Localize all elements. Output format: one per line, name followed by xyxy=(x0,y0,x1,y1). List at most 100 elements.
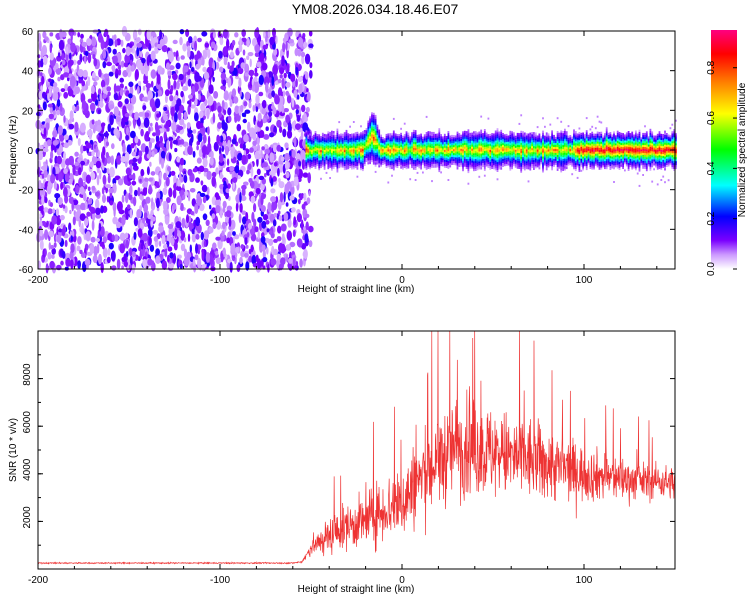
spectrogram-cell xyxy=(86,263,89,270)
spectrogram-cell xyxy=(332,131,335,134)
spectrogram-cell xyxy=(226,158,230,166)
spectrogram-cell xyxy=(480,131,483,134)
spectrogram-cell xyxy=(341,137,344,140)
spectrogram-cell xyxy=(120,156,127,163)
spectrogram-cell xyxy=(382,148,384,152)
spectrogram-cell xyxy=(39,228,43,237)
spectrogram-cell xyxy=(429,155,432,158)
spectrogram-cell xyxy=(432,149,435,152)
spectrogram-cell xyxy=(422,150,424,153)
spectrogram-cell xyxy=(318,146,321,149)
spectrogram-cell xyxy=(382,141,384,144)
spectrogram-cell xyxy=(376,146,379,149)
spectrogram-cell xyxy=(137,59,143,71)
spectrogram-cell xyxy=(159,172,162,180)
spectrogram-cell xyxy=(473,157,475,160)
spectrogram-cell xyxy=(392,134,395,137)
spectrogram-cell xyxy=(527,143,530,146)
spectrogram-cell xyxy=(487,159,490,163)
spectrogram-cell xyxy=(398,153,401,157)
spectrogram-cell xyxy=(534,156,537,159)
spectrogram-cell xyxy=(318,154,321,157)
spectrogram-cell xyxy=(447,148,450,152)
spectrogram-cell xyxy=(331,138,333,141)
spectrogram-cell xyxy=(396,136,399,139)
spectrogram-cell xyxy=(191,85,196,96)
spectrogram-cell xyxy=(138,150,142,157)
spectrogram-cell xyxy=(534,152,537,155)
spectrogram-cell xyxy=(146,29,152,41)
spectrogram-cell xyxy=(159,142,165,148)
spectrogram-cell xyxy=(365,134,368,137)
spectrogram-cell xyxy=(72,199,79,206)
spectrogram-cell xyxy=(161,157,164,169)
spectrogram-cell xyxy=(157,65,163,75)
spectrogram-cell xyxy=(447,140,450,144)
spectrogram-cell xyxy=(540,146,543,149)
spectrogram-cell xyxy=(360,162,362,165)
spectrogram-cell xyxy=(482,156,484,160)
spectrogram-cell xyxy=(440,155,442,159)
spectrogram-cell xyxy=(503,134,506,137)
spectrogram-cell xyxy=(493,139,495,142)
spectrogram-cell xyxy=(42,31,47,39)
spectrogram-cell xyxy=(449,139,452,142)
spectrogram-cell xyxy=(356,133,359,136)
spectrogram-cell xyxy=(371,138,373,141)
spectrogram-cell xyxy=(447,154,450,157)
spectrogram-cell xyxy=(378,135,381,138)
spectrogram-cell xyxy=(223,109,227,116)
spectrogram-cell xyxy=(385,141,388,145)
spectrogram-cell xyxy=(194,54,199,61)
spectrogram-cell xyxy=(451,148,453,151)
spectrogram-cell xyxy=(523,136,526,139)
spectrogram-cell xyxy=(382,139,384,142)
spectrogram-cell xyxy=(423,154,426,157)
spectrogram-cell xyxy=(494,138,497,141)
spectrogram-cell xyxy=(267,263,270,273)
spectrogram-cell xyxy=(93,81,98,86)
spectrogram-cell xyxy=(440,140,442,143)
spectrogram-cell xyxy=(500,165,503,168)
spectrogram-cell xyxy=(432,133,435,137)
spectrogram-cell xyxy=(352,121,355,123)
spectrogram-cell xyxy=(391,159,393,162)
spectrogram-cell xyxy=(533,146,535,149)
spectrogram-cell xyxy=(327,153,330,156)
spectrogram-cell xyxy=(502,137,504,140)
spectrogram-cell xyxy=(376,142,379,145)
spectrogram-cell xyxy=(307,144,310,147)
spectrogram-cell xyxy=(425,141,428,145)
spectrogram-cell xyxy=(374,144,377,147)
spectrogram-cell xyxy=(482,143,484,146)
spectrogram-cell xyxy=(509,164,512,167)
spectrogram-cell xyxy=(462,155,464,158)
spectrogram-cell xyxy=(443,165,446,168)
spectrogram-cell xyxy=(53,82,58,88)
spectrogram-cell xyxy=(303,41,308,49)
spectrogram-cell xyxy=(147,90,153,101)
spectrogram-cell xyxy=(372,138,375,141)
spectrogram-cell xyxy=(527,149,530,152)
spectrogram-cell xyxy=(338,150,341,153)
spectrogram-cell xyxy=(331,130,333,133)
spectrogram-cell xyxy=(496,146,499,149)
spectrogram-cell xyxy=(352,163,355,166)
spectrogram-cell xyxy=(215,236,221,241)
spectrogram-cell xyxy=(505,135,508,139)
spectrogram-cell xyxy=(529,160,532,163)
spectrogram-cell xyxy=(411,142,413,145)
spectrogram-cell xyxy=(458,162,461,166)
spectrogram-cell xyxy=(463,150,466,153)
spectrogram-cell xyxy=(429,163,432,166)
spectrogram-cell xyxy=(376,160,379,163)
spectrogram-cell xyxy=(409,148,412,151)
spectrogram-cell xyxy=(522,153,524,156)
spectrogram-cell xyxy=(291,97,295,108)
spectrogram-cell xyxy=(285,90,290,96)
spectrogram-cell xyxy=(223,101,228,110)
spectrogram-cell xyxy=(416,158,419,161)
spectrogram-cell xyxy=(352,139,355,142)
spectrogram-cell xyxy=(462,131,464,134)
spectrogram-cell xyxy=(311,161,313,164)
